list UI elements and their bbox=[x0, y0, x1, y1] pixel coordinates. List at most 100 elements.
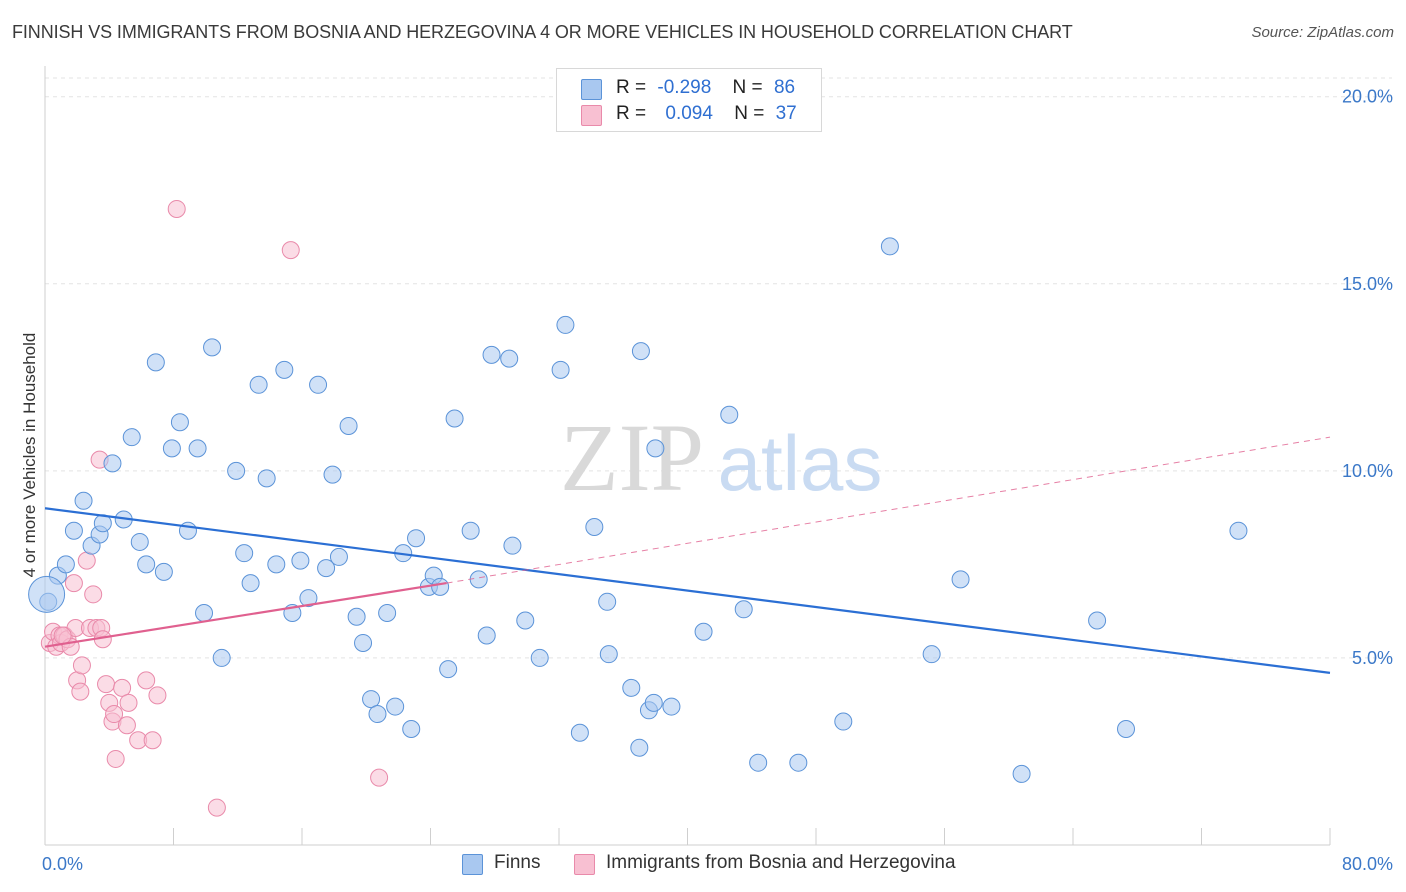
finns-point bbox=[212, 648, 231, 667]
finns-point bbox=[646, 439, 665, 458]
finns-point bbox=[267, 555, 286, 574]
finns-point bbox=[431, 577, 450, 596]
finns-point bbox=[1088, 611, 1107, 630]
finns-point bbox=[354, 633, 373, 652]
chart-title: FINNISH VS IMMIGRANTS FROM BOSNIA AND HE… bbox=[12, 22, 1073, 42]
finns-point bbox=[631, 342, 650, 361]
finns-point bbox=[146, 353, 165, 372]
bosnia-point bbox=[370, 768, 389, 787]
bosnia-point bbox=[167, 199, 186, 218]
finns-point bbox=[137, 555, 156, 574]
finns-point bbox=[241, 574, 260, 593]
bosnia-point bbox=[207, 798, 226, 817]
bosnia-point bbox=[77, 551, 96, 570]
bosnia-point bbox=[72, 656, 91, 675]
watermark-zip: ZIP bbox=[560, 404, 704, 511]
bottom-legend-bosnia: Immigrants from Bosnia and Herzegovina bbox=[574, 852, 956, 875]
bosnia-points bbox=[40, 199, 389, 817]
finns-point bbox=[1229, 521, 1248, 540]
bosnia-point bbox=[148, 686, 167, 705]
bosnia-legend-swatch bbox=[574, 854, 595, 875]
y-tick-label: 15.0% bbox=[1342, 274, 1393, 294]
finns-point bbox=[749, 753, 768, 772]
bosnia-swatch bbox=[581, 105, 602, 126]
finns-point bbox=[362, 690, 381, 709]
trend-lines bbox=[44, 436, 1331, 674]
finns-point bbox=[570, 723, 589, 742]
finns-point bbox=[291, 551, 310, 570]
bosnia-point bbox=[119, 693, 138, 712]
finns-point bbox=[482, 345, 501, 364]
finns-point bbox=[445, 409, 464, 428]
legend-n-value: 86 bbox=[773, 77, 796, 98]
finns-point bbox=[402, 720, 421, 739]
finns-point bbox=[551, 360, 570, 379]
finns-legend-label: Finns bbox=[494, 852, 541, 873]
finns-legend-swatch bbox=[462, 854, 483, 875]
bosnia-point bbox=[97, 675, 116, 694]
finns-point bbox=[74, 491, 93, 510]
legend-n-value: 37 bbox=[775, 103, 797, 124]
bosnia-point bbox=[53, 626, 72, 645]
finns-point bbox=[195, 604, 214, 623]
source-credit: Source: ZipAtlas.com bbox=[1251, 24, 1394, 41]
finns-point bbox=[309, 375, 328, 394]
bosnia-point bbox=[106, 749, 125, 768]
bosnia-point bbox=[117, 716, 136, 735]
finns-point bbox=[154, 562, 173, 581]
finns-point bbox=[585, 517, 604, 536]
legend-r-label: R = bbox=[616, 103, 647, 124]
finns-point bbox=[275, 360, 294, 379]
finns-point bbox=[378, 604, 397, 623]
finns-point bbox=[317, 559, 336, 578]
bosnia-point bbox=[64, 574, 83, 593]
legend-r-value: -0.298 bbox=[657, 77, 712, 98]
finns-point bbox=[500, 349, 519, 368]
bottom-legend-finns: Finns bbox=[462, 852, 541, 875]
bosnia-point bbox=[143, 731, 162, 750]
finns-point bbox=[951, 570, 970, 589]
finns-point bbox=[530, 648, 549, 667]
finns-point bbox=[64, 521, 83, 540]
finns-point bbox=[694, 622, 713, 641]
finns-point bbox=[203, 338, 222, 357]
finns-point bbox=[347, 607, 366, 626]
bosnia-point bbox=[71, 682, 90, 701]
finns-point bbox=[834, 712, 853, 731]
finns-point bbox=[622, 678, 641, 697]
axes bbox=[44, 66, 1331, 846]
y-tick-label: 10.0% bbox=[1342, 461, 1393, 481]
finns-point bbox=[789, 753, 808, 772]
finns-point bbox=[122, 428, 141, 447]
finns-point bbox=[461, 521, 480, 540]
finns-point bbox=[477, 626, 496, 645]
finns-point bbox=[257, 469, 276, 488]
finns-point bbox=[170, 413, 189, 432]
finns-trend-line bbox=[44, 507, 1331, 674]
bosnia-point bbox=[137, 671, 156, 690]
finns-points bbox=[28, 237, 1248, 783]
finns-point bbox=[516, 611, 535, 630]
finns-point bbox=[556, 315, 575, 334]
finns-point bbox=[235, 544, 254, 563]
finns-point bbox=[1117, 720, 1136, 739]
bosnia-point bbox=[105, 705, 124, 724]
finns-point bbox=[103, 454, 122, 473]
finns-point bbox=[503, 536, 522, 555]
bosnia-point bbox=[281, 241, 300, 260]
finns-point bbox=[598, 592, 617, 611]
legend: R = -0.298 N = 86 R = 0.094 N = 37 bbox=[556, 68, 822, 132]
bosnia-trend-line bbox=[44, 582, 447, 648]
bosnia-point bbox=[113, 678, 132, 697]
finns-point bbox=[299, 589, 318, 608]
finns-point bbox=[56, 555, 75, 574]
finns-point bbox=[469, 570, 488, 589]
legend-n-label: N = bbox=[734, 103, 765, 124]
y-tick-label: 20.0% bbox=[1342, 87, 1393, 107]
finns-point bbox=[630, 738, 649, 757]
finns-point bbox=[339, 416, 358, 435]
legend-r-label: R = bbox=[616, 77, 647, 98]
watermark-atlas: atlas bbox=[718, 419, 883, 507]
finns-point bbox=[323, 465, 342, 484]
